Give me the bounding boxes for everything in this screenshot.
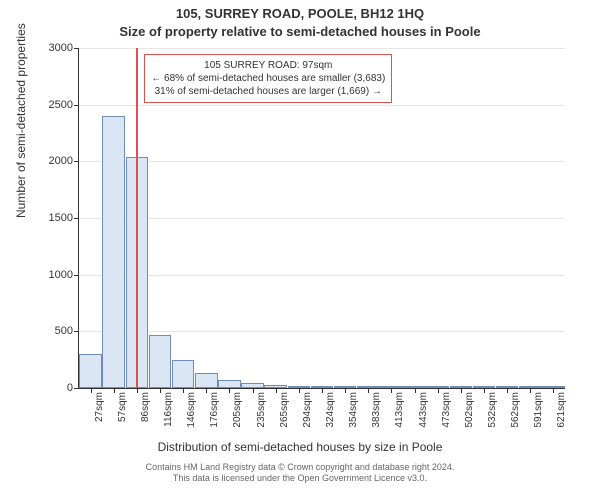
gridline xyxy=(79,331,565,332)
x-tick-label: 146sqm xyxy=(186,392,197,428)
x-tick-label: 57sqm xyxy=(117,392,128,422)
x-tick-mark xyxy=(391,388,392,393)
reference-line xyxy=(136,48,138,388)
footer-line-1: Contains HM Land Registry data © Crown c… xyxy=(0,462,600,473)
x-tick-label: 176sqm xyxy=(209,392,220,428)
x-tick-label: 443sqm xyxy=(418,392,429,428)
y-tick-label: 0 xyxy=(67,382,73,394)
y-tick-label: 2000 xyxy=(49,155,73,167)
callout-line-1: 105 SURREY ROAD: 97sqm xyxy=(151,59,385,72)
callout-line-2: ← 68% of semi-detached houses are smalle… xyxy=(151,72,385,85)
y-tick-label: 2500 xyxy=(49,99,73,111)
x-tick-label: 27sqm xyxy=(94,392,105,422)
y-tick-label: 1500 xyxy=(49,212,73,224)
title-address: 105, SURREY ROAD, POOLE, BH12 1HQ xyxy=(0,6,600,21)
x-tick-label: 235sqm xyxy=(256,392,267,428)
x-tick-label: 562sqm xyxy=(510,392,521,428)
x-tick-label: 413sqm xyxy=(394,392,405,428)
x-tick-label: 116sqm xyxy=(163,392,174,427)
histogram-bar xyxy=(149,335,172,388)
y-tick-mark xyxy=(74,275,79,276)
gridline xyxy=(79,161,565,162)
histogram-bar xyxy=(102,116,125,388)
x-tick-label: 294sqm xyxy=(302,392,313,428)
x-tick-mark xyxy=(229,388,230,393)
callout-line-3: 31% of semi-detached houses are larger (… xyxy=(151,85,385,98)
x-tick-mark xyxy=(345,388,346,393)
x-tick-mark xyxy=(276,388,277,393)
x-tick-mark xyxy=(484,388,485,393)
y-tick-mark xyxy=(74,388,79,389)
x-tick-mark xyxy=(114,388,115,393)
y-tick-label: 500 xyxy=(55,325,73,337)
x-tick-label: 502sqm xyxy=(464,392,475,428)
x-tick-mark xyxy=(299,388,300,393)
x-tick-mark xyxy=(206,388,207,393)
x-tick-mark xyxy=(553,388,554,393)
x-tick-mark xyxy=(160,388,161,393)
y-tick-mark xyxy=(74,48,79,49)
x-tick-mark xyxy=(322,388,323,393)
x-tick-mark xyxy=(368,388,369,393)
x-axis-label: Distribution of semi-detached houses by … xyxy=(0,440,600,454)
callout-box: 105 SURREY ROAD: 97sqm ← 68% of semi-det… xyxy=(144,54,392,103)
y-tick-label: 3000 xyxy=(49,42,73,54)
x-tick-label: 354sqm xyxy=(348,392,359,428)
x-tick-label: 383sqm xyxy=(371,392,382,428)
x-tick-label: 621sqm xyxy=(556,392,567,428)
x-tick-mark xyxy=(91,388,92,393)
x-tick-mark xyxy=(137,388,138,393)
x-tick-mark xyxy=(438,388,439,393)
x-tick-mark xyxy=(415,388,416,393)
x-tick-label: 532sqm xyxy=(487,392,498,428)
title-subtitle: Size of property relative to semi-detach… xyxy=(0,24,600,39)
plot-area: 05001000150020002500300027sqm57sqm86sqm1… xyxy=(78,48,565,389)
attribution-footer: Contains HM Land Registry data © Crown c… xyxy=(0,462,600,485)
y-tick-label: 1000 xyxy=(49,269,73,281)
x-tick-label: 591sqm xyxy=(533,392,544,428)
y-tick-mark xyxy=(74,105,79,106)
gridline xyxy=(79,218,565,219)
x-tick-mark xyxy=(253,388,254,393)
x-tick-mark xyxy=(461,388,462,393)
x-tick-mark xyxy=(530,388,531,393)
y-tick-mark xyxy=(74,331,79,332)
x-tick-mark xyxy=(183,388,184,393)
y-tick-mark xyxy=(74,218,79,219)
y-tick-mark xyxy=(74,161,79,162)
histogram-bar xyxy=(195,373,218,388)
gridline xyxy=(79,48,565,49)
histogram-bar xyxy=(79,354,102,388)
x-tick-label: 473sqm xyxy=(441,392,452,428)
histogram-bar xyxy=(172,360,195,388)
x-tick-label: 205sqm xyxy=(232,392,243,428)
x-tick-label: 324sqm xyxy=(325,392,336,428)
y-axis-label: Number of semi-detached properties xyxy=(14,23,28,218)
histogram-bar xyxy=(218,380,241,388)
gridline xyxy=(79,105,565,106)
footer-line-2: This data is licensed under the Open Gov… xyxy=(0,473,600,484)
x-tick-label: 86sqm xyxy=(140,392,151,422)
chart-container: 105, SURREY ROAD, POOLE, BH12 1HQ Size o… xyxy=(0,0,600,500)
gridline xyxy=(79,275,565,276)
x-tick-label: 265sqm xyxy=(279,392,290,428)
x-tick-mark xyxy=(507,388,508,393)
